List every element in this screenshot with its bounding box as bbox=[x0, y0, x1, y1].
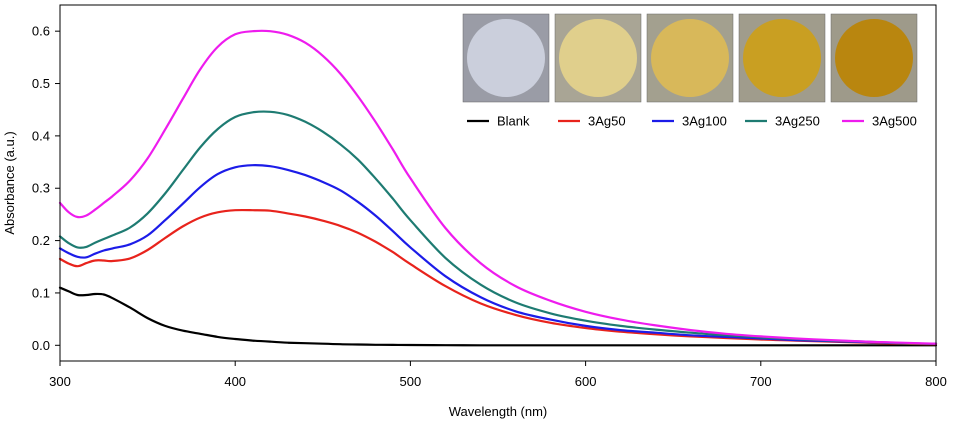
x-tick-label: 600 bbox=[575, 374, 597, 389]
sample-film-disc bbox=[835, 19, 913, 97]
legend-label-blank: Blank bbox=[497, 114, 530, 129]
x-tick-label: 400 bbox=[224, 374, 246, 389]
series-line-3ag250 bbox=[58, 110, 938, 345]
x-axis: 300 400 500 600 700 800 bbox=[49, 361, 947, 389]
y-tick-label: 0.4 bbox=[32, 128, 50, 143]
sample-photos-inset bbox=[462, 13, 918, 103]
x-tick-label: 300 bbox=[49, 374, 71, 389]
sample-film-disc bbox=[651, 19, 729, 97]
legend: Blank 3Ag50 3Ag100 3Ag250 3Ag500 bbox=[467, 114, 917, 129]
x-tick-label: 700 bbox=[750, 374, 772, 389]
plot-frame bbox=[59, 4, 937, 362]
series-line-3ag100 bbox=[58, 164, 938, 345]
y-tick-label: 0.1 bbox=[32, 285, 50, 300]
series-line-blank bbox=[58, 286, 938, 347]
x-tick-label: 500 bbox=[400, 374, 422, 389]
y-tick-label: 0.2 bbox=[32, 233, 50, 248]
sample-film-disc bbox=[743, 19, 821, 97]
series-line-3ag500 bbox=[58, 29, 938, 345]
y-tick-label: 0.0 bbox=[32, 338, 50, 353]
y-tick-label: 0.6 bbox=[32, 24, 50, 39]
legend-label-3ag250: 3Ag250 bbox=[775, 114, 820, 129]
sample-film-disc bbox=[467, 19, 545, 97]
y-axis: 0.0 0.1 0.2 0.3 0.4 0.5 0.6 bbox=[32, 24, 60, 353]
legend-label-3ag50: 3Ag50 bbox=[588, 114, 626, 129]
x-tick-label: 800 bbox=[925, 374, 947, 389]
sample-film-disc bbox=[559, 19, 637, 97]
series-layer bbox=[58, 29, 938, 347]
y-tick-label: 0.3 bbox=[32, 181, 50, 196]
legend-label-3ag500: 3Ag500 bbox=[872, 114, 917, 129]
legend-label-3ag100: 3Ag100 bbox=[682, 114, 727, 129]
x-axis-title: Wavelength (nm) bbox=[449, 404, 548, 419]
y-tick-label: 0.5 bbox=[32, 76, 50, 91]
y-axis-title: Absorbance (a.u.) bbox=[2, 131, 17, 234]
